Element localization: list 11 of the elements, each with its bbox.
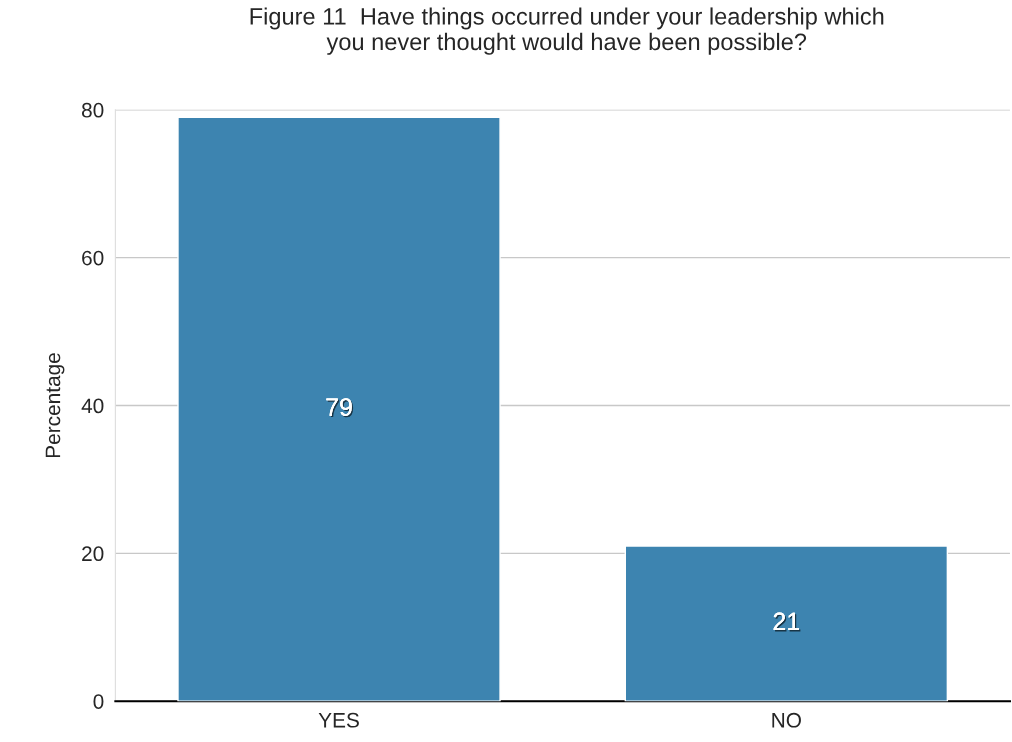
y-tick-label: 60 xyxy=(82,250,104,266)
chart-title: Figure 11 Have things occurred under your leadership which you never thought would have been possible? xyxy=(250,7,884,55)
x-tick-label: YES xyxy=(318,712,359,728)
y-axis-title: Percentage xyxy=(45,353,65,458)
y-tick-label: 20 xyxy=(82,546,104,562)
y-tick-label: 80 xyxy=(81,102,104,118)
y-tick-label: 40 xyxy=(81,398,104,414)
data-label: 21 xyxy=(773,612,801,632)
y-tick-label: 0 xyxy=(93,694,104,709)
x-tick-label: NO xyxy=(772,712,801,728)
data-label: 79 xyxy=(326,398,354,418)
